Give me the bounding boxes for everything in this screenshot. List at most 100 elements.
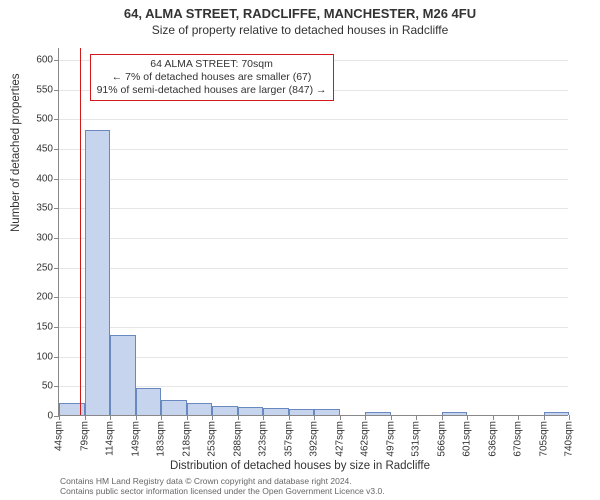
- y-tick-label: 100: [36, 351, 53, 362]
- annotation-line: 64 ALMA STREET: 70sqm: [97, 58, 327, 71]
- gridline: [59, 327, 568, 328]
- y-tick-label: 450: [36, 143, 53, 154]
- histogram-bar: [85, 130, 111, 415]
- y-tick: [54, 268, 59, 269]
- x-tick: [289, 415, 290, 420]
- y-tick-label: 150: [36, 321, 53, 332]
- x-tick: [416, 415, 417, 420]
- x-tick: [391, 415, 392, 420]
- histogram-bar: [263, 408, 289, 415]
- histogram-bar: [289, 409, 315, 415]
- y-tick-label: 50: [42, 381, 53, 392]
- y-tick-label: 550: [36, 84, 53, 95]
- y-tick-label: 600: [36, 54, 53, 65]
- x-tick: [569, 415, 570, 420]
- x-tick-label: 566sqm: [436, 421, 447, 457]
- x-tick: [340, 415, 341, 420]
- y-tick-label: 350: [36, 203, 53, 214]
- gridline: [59, 297, 568, 298]
- y-tick-label: 0: [47, 411, 53, 422]
- histogram-bar: [212, 406, 238, 415]
- x-tick-label: 705sqm: [538, 421, 549, 457]
- histogram-bar: [544, 412, 570, 415]
- x-tick: [263, 415, 264, 420]
- gridline: [59, 119, 568, 120]
- y-tick: [54, 90, 59, 91]
- x-tick-label: 253sqm: [207, 421, 218, 457]
- x-tick-label: 636sqm: [487, 421, 498, 457]
- histogram-bar: [238, 407, 264, 415]
- y-tick: [54, 119, 59, 120]
- x-tick-label: 114sqm: [105, 421, 116, 456]
- x-tick-label: 531sqm: [411, 421, 422, 457]
- annotation-line: ← 7% of detached houses are smaller (67): [97, 71, 327, 84]
- x-tick: [136, 415, 137, 420]
- x-tick-label: 601sqm: [462, 421, 473, 457]
- x-tick-label: 44sqm: [54, 421, 65, 451]
- histogram-bar: [442, 412, 468, 415]
- x-tick-label: 149sqm: [130, 421, 141, 457]
- x-tick: [314, 415, 315, 420]
- footer-line: Contains HM Land Registry data © Crown c…: [60, 476, 385, 486]
- x-tick: [85, 415, 86, 420]
- x-tick: [161, 415, 162, 420]
- x-tick-label: 670sqm: [513, 421, 524, 457]
- y-tick: [54, 238, 59, 239]
- y-tick: [54, 149, 59, 150]
- x-tick-label: 288sqm: [232, 421, 243, 457]
- x-tick: [187, 415, 188, 420]
- x-tick: [59, 415, 60, 420]
- gridline: [59, 179, 568, 180]
- x-tick: [467, 415, 468, 420]
- x-tick: [365, 415, 366, 420]
- x-tick-label: 357sqm: [283, 421, 294, 457]
- y-tick-label: 250: [36, 262, 53, 273]
- histogram-bar: [314, 409, 340, 415]
- plot-area: 05010015020025030035040045050055060044sq…: [58, 48, 568, 416]
- histogram-bar: [365, 412, 391, 415]
- y-tick-label: 200: [36, 292, 53, 303]
- y-axis-title: Number of detached properties: [10, 73, 22, 232]
- y-tick: [54, 60, 59, 61]
- histogram-bar: [187, 403, 213, 415]
- gridline: [59, 268, 568, 269]
- y-tick: [54, 179, 59, 180]
- y-tick: [54, 327, 59, 328]
- y-tick-label: 500: [36, 114, 53, 125]
- y-tick: [54, 297, 59, 298]
- annotation-box: 64 ALMA STREET: 70sqm← 7% of detached ho…: [90, 54, 334, 101]
- y-tick-label: 400: [36, 173, 53, 184]
- annotation-line: 91% of semi-detached houses are larger (…: [97, 84, 327, 97]
- histogram-bar: [161, 400, 187, 415]
- histogram-bar: [110, 335, 136, 415]
- x-tick: [518, 415, 519, 420]
- x-tick-label: 323sqm: [258, 421, 269, 457]
- x-tick-label: 427sqm: [334, 421, 345, 457]
- gridline: [59, 208, 568, 209]
- x-tick: [442, 415, 443, 420]
- x-tick-label: 497sqm: [385, 421, 396, 457]
- x-axis-title: Distribution of detached houses by size …: [0, 460, 600, 472]
- x-tick-label: 740sqm: [564, 421, 575, 457]
- x-tick: [212, 415, 213, 420]
- x-tick: [110, 415, 111, 420]
- footer-attribution: Contains HM Land Registry data © Crown c…: [60, 476, 385, 496]
- marker-line: [80, 48, 81, 415]
- x-tick: [238, 415, 239, 420]
- y-tick: [54, 208, 59, 209]
- chart-title-block: 64, ALMA STREET, RADCLIFFE, MANCHESTER, …: [0, 0, 600, 37]
- chart-title-sub: Size of property relative to detached ho…: [0, 23, 600, 37]
- x-tick-label: 183sqm: [156, 421, 167, 457]
- x-tick-label: 218sqm: [181, 421, 192, 457]
- x-tick: [544, 415, 545, 420]
- gridline: [59, 238, 568, 239]
- footer-line: Contains public sector information licen…: [60, 486, 385, 496]
- x-tick: [493, 415, 494, 420]
- y-tick: [54, 357, 59, 358]
- x-tick-label: 79sqm: [79, 421, 90, 451]
- y-tick: [54, 386, 59, 387]
- y-tick-label: 300: [36, 232, 53, 243]
- histogram-bar: [136, 388, 162, 415]
- chart-title-main: 64, ALMA STREET, RADCLIFFE, MANCHESTER, …: [0, 6, 600, 21]
- gridline: [59, 149, 568, 150]
